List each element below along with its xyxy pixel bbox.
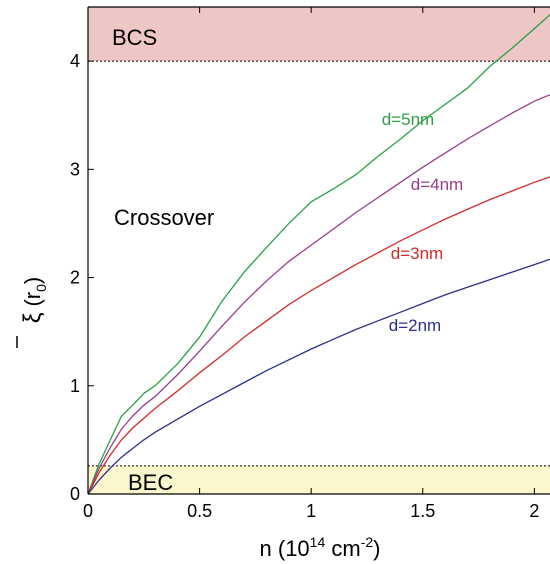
series-line-d=5nm — [87, 14, 550, 495]
region-label-crossover: Crossover — [114, 205, 214, 230]
region-label-bcs: BCS — [112, 25, 157, 50]
region-bcs — [88, 7, 550, 62]
y-tick-label: 3 — [70, 159, 80, 179]
y-tick-label: 1 — [70, 376, 80, 396]
region-bec — [88, 465, 550, 494]
series-label-d=3nm: d=3nm — [391, 244, 443, 263]
x-tick-label: 0 — [83, 501, 93, 521]
series-label-d=2nm: d=2nm — [389, 316, 441, 335]
series-line-d=2nm — [87, 258, 550, 495]
series-lines — [87, 14, 550, 495]
y-axis-title: ξ(r0) — [16, 277, 49, 348]
threshold-lines — [88, 60, 550, 467]
annotations: BCS BEC Crossover d=5nm d=4nm d=3nm d=2nm — [112, 25, 463, 495]
x-tick-label: 1 — [306, 501, 316, 521]
y-tick-label: 4 — [70, 51, 80, 71]
series-line-d=3nm — [87, 176, 550, 495]
series-label-d=5nm: d=5nm — [382, 110, 434, 129]
series-line-d=4nm — [87, 94, 550, 495]
x-axis-title: n (1014 cm-2) — [260, 534, 381, 561]
x-tick-label: 0.5 — [187, 501, 212, 521]
region-label-bec: BEC — [128, 470, 173, 495]
series-label-d=4nm: d=4nm — [411, 175, 463, 194]
svg-text:ξ(r0): ξ(r0) — [19, 277, 49, 324]
region-bands — [88, 7, 550, 494]
y-tick-label: 0 — [70, 484, 80, 504]
x-tick-label: 2 — [529, 501, 539, 521]
y-tick-label: 2 — [70, 268, 80, 288]
axes: 0 0.5 1 1.5 2 0 1 2 3 4 — [70, 6, 550, 521]
x-tick-label: 1.5 — [410, 501, 435, 521]
